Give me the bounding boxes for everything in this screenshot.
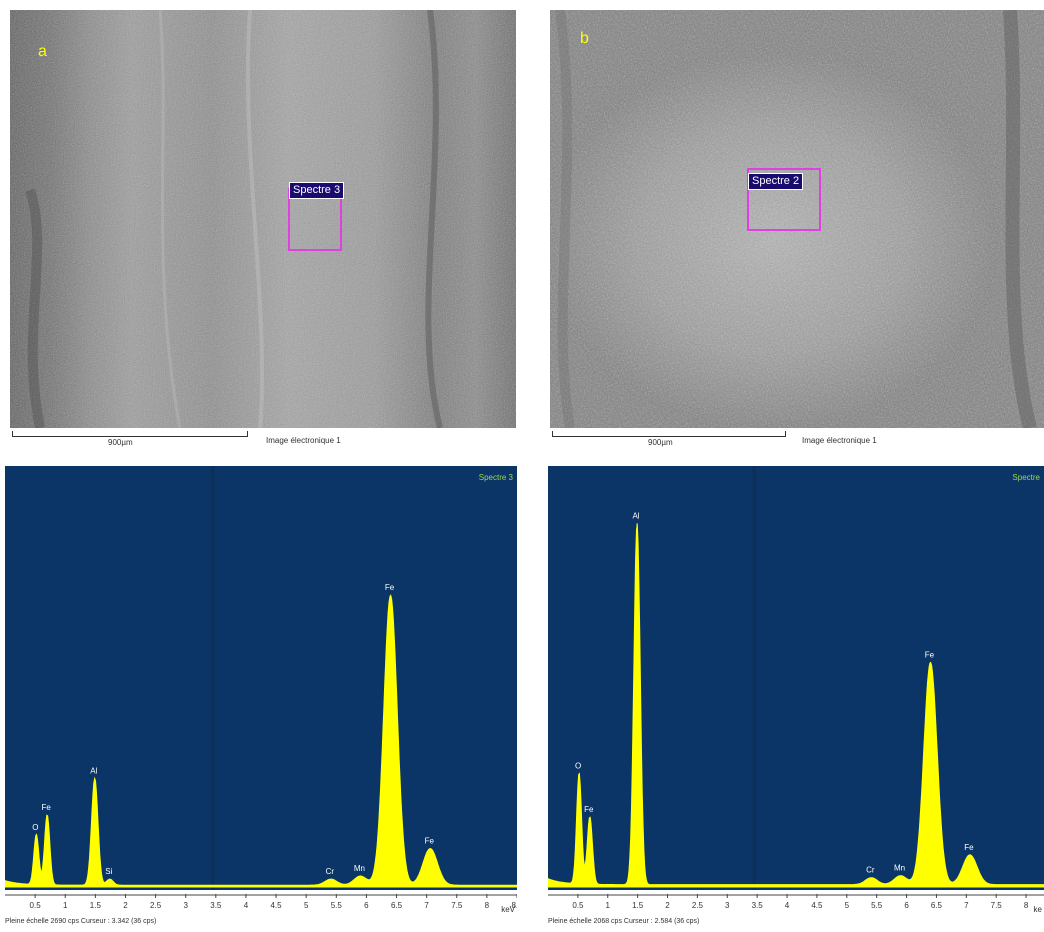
eds-x-tick-label: 5 (304, 901, 309, 910)
eds-x-tick-label: 8.5 (511, 901, 517, 910)
scale-label-a: 900µm (108, 438, 133, 447)
eds-x-tick-label: 3.5 (210, 901, 222, 910)
eds-spectrum-area (548, 524, 1044, 888)
image-caption-a: Image électronique 1 (266, 436, 341, 445)
eds-x-tick-label: 0.5 (572, 901, 584, 910)
eds-x-tick-label: 7 (964, 901, 969, 910)
eds-corner-label: Spectre (1012, 473, 1040, 482)
eds-x-tick-label: 5 (845, 901, 850, 910)
eds-x-tick-label: 1 (63, 901, 68, 910)
eds-x-unit: ke (1034, 905, 1043, 914)
eds-x-tick-label: 4 (785, 901, 790, 910)
eds-peak-label-0: O (32, 823, 38, 832)
eds-peak-label-4: Mn (894, 864, 905, 873)
sem-image-a: a Spectre 3 (10, 10, 516, 428)
eds-x-tick-label: 8 (1024, 901, 1029, 910)
eds-spectrum-area (5, 594, 517, 888)
eds-x-tick-label: 6 (364, 901, 369, 910)
spectrum-label-b: Spectre 2 (748, 173, 804, 190)
eds-x-tick-label: 4.5 (270, 901, 282, 910)
eds-x-tick-label: 6.5 (391, 901, 403, 910)
eds-peak-label-2: Al (90, 766, 97, 775)
eds-x-tick-label: 2 (665, 901, 670, 910)
eds-peak-label-5: Fe (925, 650, 935, 659)
image-caption-b: Image électronique 1 (802, 436, 877, 445)
sem-panel-a: a Spectre 3 900µm Image électronique 1 (10, 10, 516, 458)
eds-peak-label-6: Fe (964, 843, 974, 852)
eds-peak-label-4: Cr (326, 867, 335, 876)
eds-peak-label-6: Fe (385, 583, 395, 592)
eds-footer-right: Pleine échelle 2068 cps Curseur : 2.584 … (548, 918, 700, 925)
scale-bar-a (12, 431, 248, 437)
eds-panel-left: O Fe Al Si Cr Mn Fe Fe Spectre 3 0.5 1 1.5 2 2.5 3 3.5… (5, 466, 517, 932)
eds-peak-label-7: Fe (425, 837, 435, 846)
eds-x-axis-left: 0.5 1 1.5 2 2.5 3 3.5 4 4.5 5 5.5 6 6.5 7 7.5 8 8.5keV (5, 894, 517, 914)
scale-label-b: 900µm (648, 438, 673, 447)
eds-peak-label-1: Fe (584, 805, 594, 814)
eds-x-tick-label: 6.5 (931, 901, 943, 910)
eds-x-tick-label: 8 (485, 901, 490, 910)
eds-x-unit: keV (501, 905, 515, 914)
spectrum-area-box-b (747, 168, 821, 231)
eds-peak-label-0: O (575, 761, 581, 770)
eds-x-tick-label: 0.5 (30, 901, 42, 910)
spectrum-label-a: Spectre 3 (289, 182, 345, 199)
sem-texture-b (550, 10, 1044, 428)
panel-letter-b: b (580, 30, 589, 47)
eds-spectrum-left: O Fe Al Si Cr Mn Fe Fe Spectre 3 (5, 466, 517, 890)
sem-texture-a (10, 10, 516, 428)
panel-letter-a: a (38, 43, 47, 60)
eds-x-tick-label: 3.5 (752, 901, 764, 910)
eds-x-tick-label: 1 (606, 901, 611, 910)
eds-peak-label-3: Si (105, 867, 112, 876)
eds-x-tick-label: 7.5 (451, 901, 463, 910)
eds-x-tick-label: 5.5 (871, 901, 883, 910)
eds-x-tick-label: 4 (244, 901, 249, 910)
eds-x-tick-label: 4.5 (811, 901, 823, 910)
eds-plot-left: O Fe Al Si Cr Mn Fe Fe Spectre 3 (5, 466, 517, 890)
eds-spectrum-right: O Fe Al Cr Mn Fe Fe Spectre (548, 466, 1044, 890)
eds-plot-right: O Fe Al Cr Mn Fe Fe Spectre (548, 466, 1044, 890)
eds-x-tick-label: 7.5 (991, 901, 1003, 910)
sem-image-b: b Spectre 2 (550, 10, 1044, 428)
scale-bar-b (552, 431, 786, 437)
eds-peak-label-2: Al (632, 511, 639, 520)
eds-panel-right: O Fe Al Cr Mn Fe Fe Spectre 0.5 1 1.5 2 2.5 3 3.5 4 4.5… (548, 466, 1044, 932)
eds-peak-label-5: Mn (354, 864, 365, 873)
eds-x-tick-label: 1.5 (90, 901, 102, 910)
eds-x-tick-label: 6 (904, 901, 909, 910)
eds-x-tick-label: 2.5 (150, 901, 162, 910)
eds-footer-left: Pleine échelle 2690 cps Curseur : 3.342 … (5, 918, 157, 925)
eds-x-tick-label: 5.5 (331, 901, 343, 910)
eds-x-tick-label: 2 (123, 901, 128, 910)
eds-x-tick-label: 3 (725, 901, 730, 910)
eds-peak-label-3: Cr (866, 866, 875, 875)
eds-corner-label: Spectre 3 (479, 473, 514, 482)
eds-x-tick-label: 2.5 (692, 901, 704, 910)
eds-x-axis-right: 0.5 1 1.5 2 2.5 3 3.5 4 4.5 5 5.5 6 6.5 7 7.5 8 ke (548, 894, 1044, 914)
sem-panel-b: b Spectre 2 900µm Image électronique 1 (550, 10, 1044, 458)
eds-peak-label-1: Fe (41, 803, 51, 812)
eds-x-tick-label: 3 (183, 901, 188, 910)
eds-x-tick-label: 7 (424, 901, 429, 910)
eds-x-tick-label: 1.5 (632, 901, 644, 910)
